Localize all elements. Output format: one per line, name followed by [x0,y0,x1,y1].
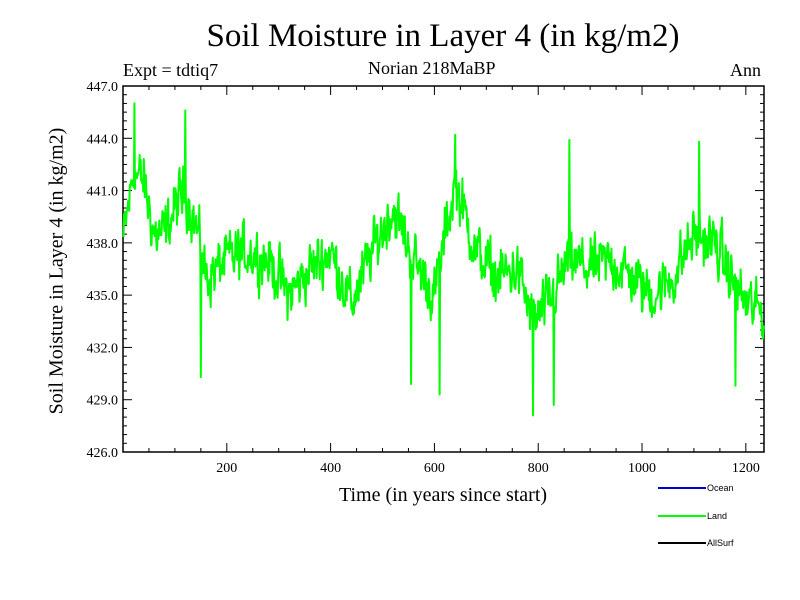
legend-label-land: Land [707,511,728,521]
x-tick-label: 400 [320,461,341,476]
x-tick-label: 600 [424,461,445,476]
chart-subtitle: Norian 218MaBP [368,58,496,78]
x-tick-label: 800 [528,461,549,476]
y-tick-label: 432.0 [87,341,119,356]
x-tick-label: 1000 [628,461,656,476]
legend-swatch-land [658,515,706,517]
y-axis-label: Soil Moisture in Layer 4 (in kg/m2) [45,127,68,415]
land-series-line [122,102,765,417]
legend-swatch-ocean [658,487,706,489]
y-tick-label: 426.0 [87,446,119,461]
y-tick-label: 441.0 [87,185,119,200]
y-tick-label: 429.0 [87,394,119,409]
legend-label-allsurf: AllSurf [707,538,734,548]
experiment-label: Expt = tdtiq7 [123,60,219,80]
legend-label-ocean: Ocean [707,483,734,493]
x-axis: 200 400 600 800 1000 1200 [148,86,760,476]
chart-title: Soil Moisture in Layer 4 (in kg/m2) [206,18,680,54]
y-axis: 426.0 429.0 432.0 435.0 438.0 441.0 444.0 447.0 [87,80,764,461]
y-tick-label: 444.0 [87,132,119,147]
y-tick-label: 447.0 [87,80,119,95]
period-label: Ann [730,60,761,80]
y-tick-label: 435.0 [87,289,119,304]
x-tick-label: 200 [216,461,237,476]
y-tick-label: 438.0 [87,237,119,252]
legend-swatch-allsurf [658,542,706,544]
x-tick-label: 1200 [732,461,760,476]
x-axis-label: Time (in years since start) [338,484,548,506]
